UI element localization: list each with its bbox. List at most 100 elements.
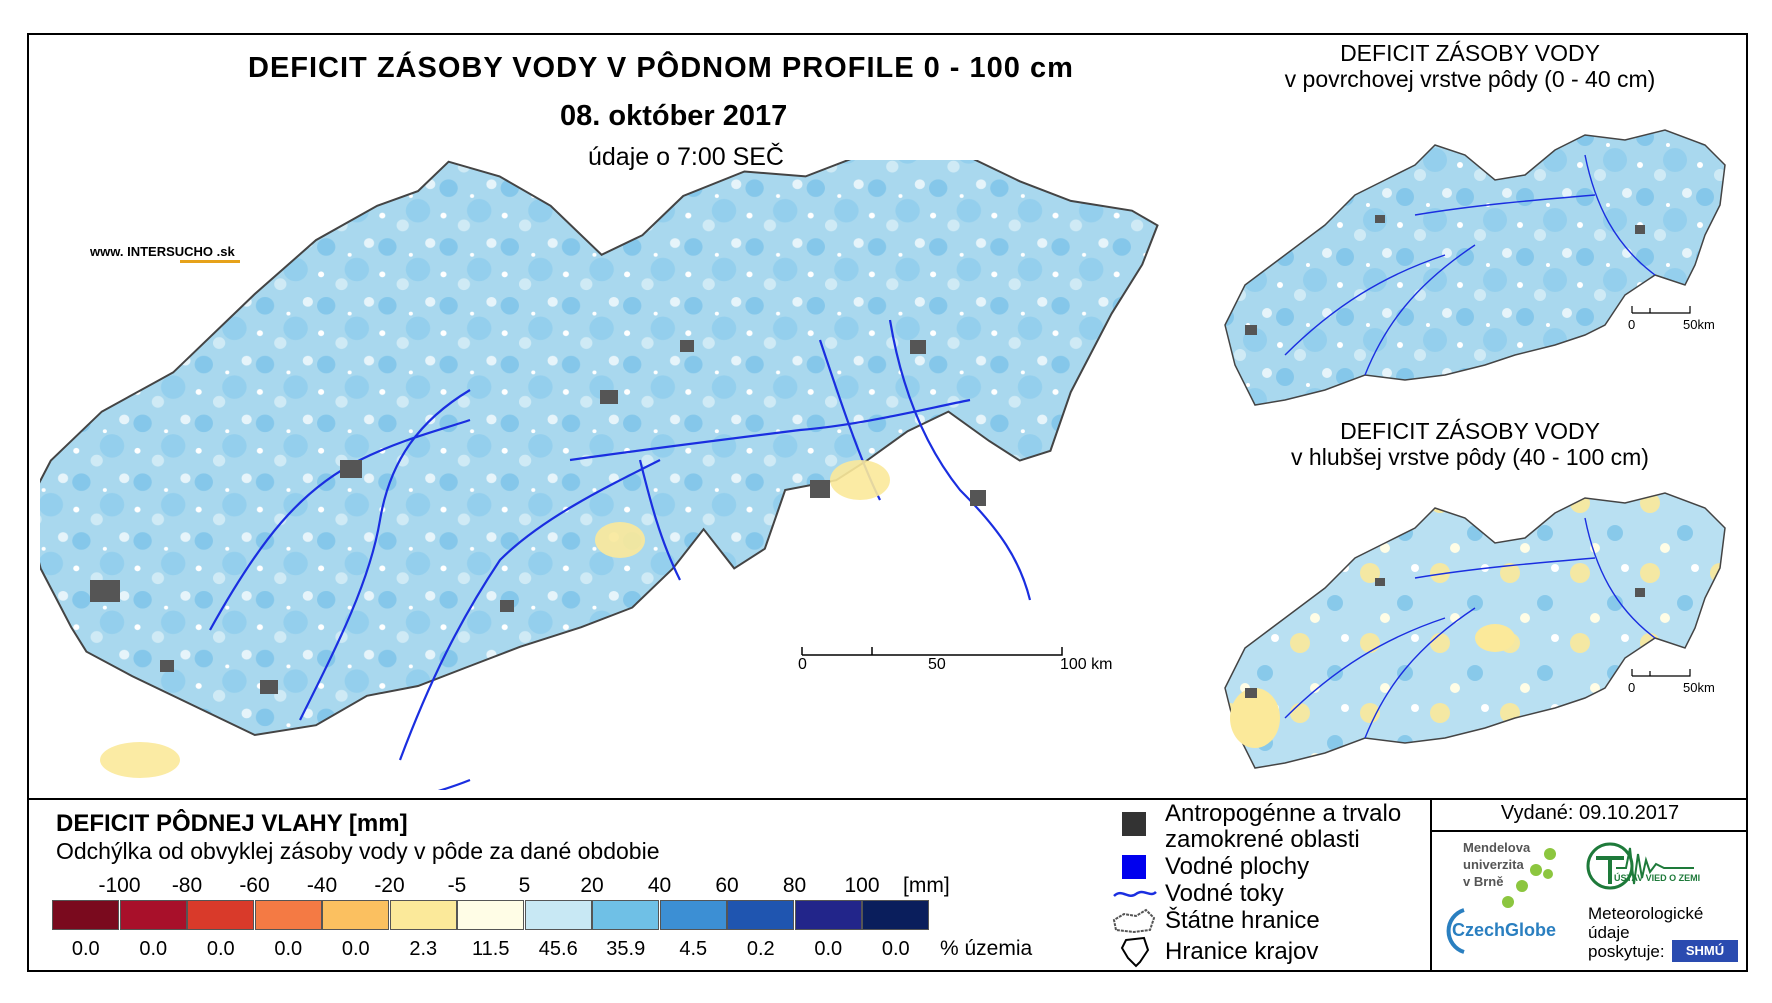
issued-divider bbox=[1430, 830, 1748, 832]
region-border-icon bbox=[1120, 936, 1150, 968]
legend-percentage: 45.6 bbox=[538, 938, 578, 960]
legend-swatch bbox=[524, 900, 592, 930]
legend-percentage: 4.5 bbox=[679, 938, 708, 960]
mini-bottom-slovakia-shape bbox=[1224, 492, 1726, 769]
mendel-dots-logo bbox=[1502, 848, 1556, 908]
main-map bbox=[40, 160, 1159, 790]
mendel-line-1: Mendelova bbox=[1463, 840, 1531, 855]
legend-percentage: 0.2 bbox=[746, 938, 775, 960]
legend-tick-label: 20 bbox=[580, 874, 604, 897]
main-scale-100: 100 km bbox=[1060, 656, 1113, 673]
meteo-line-1: Meteorologické bbox=[1588, 904, 1704, 923]
legend-tick-label: 100 bbox=[844, 874, 880, 897]
legend-percentage: 0.0 bbox=[206, 938, 235, 960]
legend-swatch bbox=[254, 900, 322, 930]
water-bodies-label: Vodné plochy bbox=[1165, 853, 1310, 880]
mini-top-scale-0: 0 bbox=[1628, 317, 1636, 332]
shmu-logo: SHMÚ bbox=[1672, 940, 1738, 962]
legend-tick-label: 40 bbox=[647, 874, 672, 897]
ustav-logo: ÚSTAV VIED O ZEMI bbox=[1614, 873, 1701, 883]
main-dry-patches bbox=[100, 460, 890, 778]
legend-swatch bbox=[794, 900, 862, 930]
mini-bottom-scale-0: 0 bbox=[1628, 680, 1636, 695]
urban-swatch bbox=[1122, 812, 1146, 836]
mini-top-rivers bbox=[1284, 154, 1656, 376]
legend-percentage: 35.9 bbox=[606, 938, 646, 960]
mendel-line-3: v Brně bbox=[1463, 874, 1504, 889]
main-urban-areas bbox=[90, 340, 986, 694]
mini-top-slovakia-shape bbox=[1224, 129, 1726, 406]
legend-swatch bbox=[862, 900, 929, 930]
mini-map-bottom bbox=[1224, 492, 1726, 769]
legend-percentage: 11.5 bbox=[472, 938, 510, 960]
legend-tick-label: -40 bbox=[306, 874, 338, 897]
legend-subtitle: Odchýlka od obvyklej zásoby vody v pôde … bbox=[56, 838, 660, 864]
mini-map-top bbox=[1224, 129, 1726, 406]
mini-bottom-urban-areas bbox=[1245, 578, 1645, 698]
streams-label: Vodné toky bbox=[1165, 880, 1284, 907]
mini-bottom-rivers bbox=[1284, 517, 1656, 739]
time-note: údaje o 7:00 SEČ bbox=[588, 143, 784, 171]
mini-bottom-scale-bar bbox=[1631, 669, 1691, 677]
legend-swatch bbox=[389, 900, 457, 930]
legend-tick-label: 60 bbox=[715, 874, 739, 897]
mini-top-scale-bar bbox=[1631, 306, 1691, 314]
legend-swatch bbox=[592, 900, 659, 930]
legend-tick-label: 80 bbox=[782, 874, 807, 897]
legend-tick-label: -60 bbox=[239, 874, 270, 897]
legend-percentage: 0.0 bbox=[881, 938, 910, 960]
legend-percentage: 2.3 bbox=[409, 938, 438, 960]
legend-swatch bbox=[659, 900, 727, 930]
legend-swatch bbox=[119, 900, 187, 930]
main-rivers bbox=[209, 319, 1032, 790]
meteo-line-3: poskytuje: bbox=[1588, 942, 1665, 961]
legend-swatch bbox=[52, 900, 119, 930]
legend-percentage: 0.0 bbox=[139, 938, 168, 960]
stream-line-icon bbox=[1113, 890, 1157, 897]
urban-label-2: zamokrené oblasti bbox=[1165, 826, 1360, 853]
region-border-label: Hranice krajov bbox=[1165, 938, 1319, 965]
legend-title: DEFICIT PÔDNEJ VLAHY [mm] bbox=[56, 810, 408, 837]
mini-top-title-1: DEFICIT ZÁSOBY VODY bbox=[1340, 40, 1600, 66]
website-label: www. INTERSUCHO .sk bbox=[90, 244, 235, 259]
legend-percentage: 0.0 bbox=[274, 938, 303, 960]
legend-pct-label: % územia bbox=[940, 937, 1033, 960]
meteo-line-2: údaje bbox=[1588, 923, 1630, 942]
legend-tick-label: -20 bbox=[374, 874, 405, 897]
state-border-label: Štátne hranice bbox=[1165, 907, 1320, 934]
legend-tick-label: -100 bbox=[98, 874, 141, 897]
credits-divider bbox=[1430, 798, 1432, 972]
main-scale-50: 50 bbox=[928, 656, 946, 673]
website-underline bbox=[180, 260, 240, 263]
mini-bottom-dry-patches bbox=[1230, 624, 1515, 748]
water-swatch bbox=[1122, 855, 1146, 879]
ustav-logo-graphic bbox=[1586, 842, 1694, 890]
main-slovakia-shape bbox=[40, 160, 1159, 737]
mini-bottom-scale-50: 50km bbox=[1683, 680, 1715, 695]
main-scale-0: 0 bbox=[798, 656, 807, 673]
mini-top-title-2: v povrchovej vrstve pôdy (0 - 40 cm) bbox=[1284, 66, 1656, 92]
map-date: 08. október 2017 bbox=[560, 100, 788, 132]
czechglobe-logo: CzechGlobe bbox=[1452, 920, 1557, 940]
issued-date: Vydané: 09.10.2017 bbox=[1500, 802, 1680, 824]
mini-bottom-title-1: DEFICIT ZÁSOBY VODY bbox=[1340, 418, 1600, 444]
czechglobe-arc-logo bbox=[1446, 908, 1465, 954]
legend-swatch bbox=[187, 900, 254, 930]
state-border-icon bbox=[1112, 908, 1156, 934]
legend-unit: [mm] bbox=[903, 874, 950, 897]
legend-divider bbox=[27, 798, 1748, 800]
urban-label-1: Antropogénne a trvalo bbox=[1165, 800, 1402, 827]
legend-percentage: 0.0 bbox=[814, 938, 843, 960]
main-scale-bar bbox=[801, 647, 1063, 656]
main-title: DEFICIT ZÁSOBY VODY V PÔDNOM PROFILE 0 -… bbox=[248, 52, 1074, 84]
legend-swatch bbox=[727, 900, 794, 930]
legend-tick-label: -80 bbox=[171, 874, 203, 897]
mendel-line-2: univerzita bbox=[1463, 857, 1524, 872]
map-frame bbox=[27, 33, 1748, 972]
legend-percentage: 0.0 bbox=[341, 938, 370, 960]
mini-top-scale-50: 50km bbox=[1683, 317, 1715, 332]
legend-percentage: 0.0 bbox=[71, 938, 100, 960]
legend-tick-label: 5 bbox=[518, 874, 531, 897]
legend-swatch bbox=[457, 900, 524, 930]
mini-top-urban-areas bbox=[1245, 215, 1645, 335]
